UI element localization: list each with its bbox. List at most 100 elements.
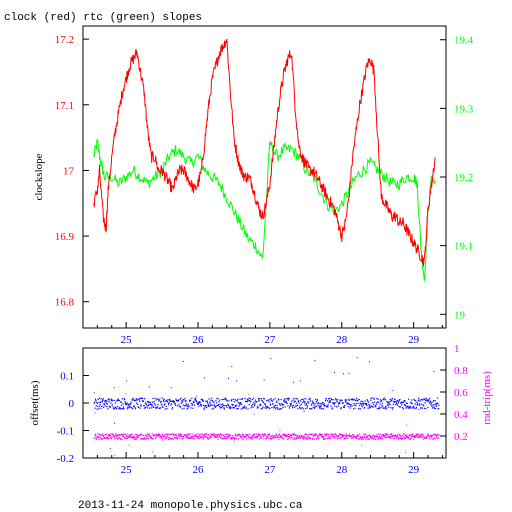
scatter-point-offset xyxy=(150,407,153,409)
scatter-point-rnd-trip xyxy=(161,438,163,440)
y-tick-label-top-left: 17.2 xyxy=(55,34,74,46)
scatter-point-offset xyxy=(378,408,380,410)
scatter-point-offset xyxy=(314,403,316,405)
scatter-point-rnd-trip xyxy=(217,438,219,440)
scatter-outlier-rnd-trip xyxy=(110,447,112,449)
scatter-point-rnd-trip xyxy=(124,433,126,435)
scatter-point-offset xyxy=(277,407,279,409)
scatter-point-rnd-trip xyxy=(305,438,307,440)
scatter-point-offset xyxy=(188,400,191,402)
scatter-point-offset xyxy=(421,407,424,409)
scatter-point-rnd-trip xyxy=(269,438,271,440)
scatter-point-offset xyxy=(218,401,220,403)
scatter-point-rnd-trip xyxy=(279,435,281,437)
scatter-point-offset xyxy=(271,407,273,409)
scatter-point-offset xyxy=(147,404,149,407)
scatter-point-offset xyxy=(304,404,306,406)
scatter-point-rnd-trip xyxy=(201,436,203,438)
scatter-point-rnd-trip xyxy=(366,436,368,438)
scatter-point-offset xyxy=(175,404,177,406)
scatter-point-offset xyxy=(265,407,267,409)
scatter-point-rnd-trip xyxy=(131,436,133,438)
scatter-point-offset xyxy=(353,403,355,405)
scatter-point-offset xyxy=(437,402,439,404)
scatter-point-offset xyxy=(112,399,114,402)
scatter-outlier-offset xyxy=(369,361,370,363)
scatter-point-offset xyxy=(247,400,249,402)
scatter-point-offset xyxy=(389,398,391,400)
scatter-point-rnd-trip xyxy=(409,434,411,436)
scatter-point-offset xyxy=(354,407,356,409)
scatter-point-offset xyxy=(142,400,145,402)
scatter-point-offset xyxy=(145,403,148,405)
scatter-point-rnd-trip xyxy=(376,434,378,436)
scatter-point-rnd-trip xyxy=(325,435,327,437)
scatter-point-rnd-trip xyxy=(119,433,121,436)
scatter-point-offset xyxy=(435,407,437,410)
scatter-point-rnd-trip xyxy=(252,434,254,436)
scatter-point-offset xyxy=(223,404,225,407)
scatter-outlier-offset xyxy=(228,377,229,379)
scatter-point-rnd-trip xyxy=(248,437,250,439)
scatter-point-offset xyxy=(230,407,232,409)
scatter-point-rnd-trip xyxy=(308,438,310,440)
scatter-point-rnd-trip xyxy=(352,433,354,435)
scatter-point-rnd-trip xyxy=(343,434,345,436)
scatter-point-rnd-trip xyxy=(380,438,382,440)
scatter-point-offset xyxy=(168,403,170,405)
scatter-point-rnd-trip xyxy=(303,438,305,440)
scatter-point-offset xyxy=(282,404,284,406)
scatter-point-offset xyxy=(94,407,96,409)
scatter-point-rnd-trip xyxy=(351,437,353,440)
scatter-point-rnd-trip xyxy=(413,438,415,440)
scatter-point-offset xyxy=(283,400,285,402)
scatter-point-rnd-trip xyxy=(361,436,363,438)
scatter-point-rnd-trip xyxy=(316,438,318,440)
scatter-point-rnd-trip xyxy=(125,435,127,437)
scatter-point-rnd-trip xyxy=(270,437,272,439)
scatter-point-rnd-trip xyxy=(369,434,371,436)
scatter-point-rnd-trip xyxy=(382,435,384,437)
scatter-point-rnd-trip xyxy=(220,436,222,438)
scatter-point-rnd-trip xyxy=(177,438,179,440)
scatter-point-rnd-trip xyxy=(167,438,169,440)
scatter-point-offset xyxy=(272,403,274,405)
scatter-point-offset xyxy=(176,400,178,402)
scatter-point-offset xyxy=(258,400,260,402)
scatter-point-rnd-trip xyxy=(193,435,195,437)
scatter-point-offset xyxy=(236,408,238,410)
scatter-point-rnd-trip xyxy=(247,435,249,437)
scatter-point-offset xyxy=(333,403,335,405)
scatter-point-rnd-trip xyxy=(322,437,324,439)
scatter-point-rnd-trip xyxy=(114,435,116,437)
scatter-point-offset xyxy=(139,400,141,402)
scatter-point-rnd-trip xyxy=(114,434,117,437)
scatter-point-rnd-trip xyxy=(265,438,268,440)
y-tick-label-bottom-right: 0.4 xyxy=(454,409,468,421)
scatter-point-offset xyxy=(253,403,255,405)
scatter-point-offset xyxy=(352,408,355,410)
scatter-point-rnd-trip xyxy=(365,433,367,435)
scatter-point-rnd-trip xyxy=(214,434,216,436)
scatter-point-rnd-trip xyxy=(342,436,344,438)
scatter-point-rnd-trip xyxy=(227,433,229,435)
scatter-point-offset xyxy=(415,406,417,408)
scatter-point-rnd-trip xyxy=(362,436,364,438)
scatter-point-offset xyxy=(142,397,144,399)
scatter-point-offset xyxy=(138,398,140,400)
scatter-point-offset xyxy=(123,398,125,400)
scatter-point-rnd-trip xyxy=(286,434,288,437)
scatter-point-rnd-trip xyxy=(249,438,251,440)
scatter-point-rnd-trip xyxy=(393,435,395,437)
scatter-point-rnd-trip xyxy=(124,437,126,439)
scatter-point-rnd-trip xyxy=(417,436,419,439)
scatter-point-offset xyxy=(97,405,99,408)
scatter-point-offset xyxy=(367,400,369,402)
scatter-point-offset xyxy=(310,404,312,406)
scatter-point-offset xyxy=(287,398,289,400)
scatter-point-rnd-trip xyxy=(266,436,268,439)
scatter-point-offset xyxy=(235,405,237,407)
scatter-point-rnd-trip xyxy=(408,436,410,439)
scatter-point-rnd-trip xyxy=(206,437,209,439)
scatter-point-rnd-trip xyxy=(221,434,223,436)
